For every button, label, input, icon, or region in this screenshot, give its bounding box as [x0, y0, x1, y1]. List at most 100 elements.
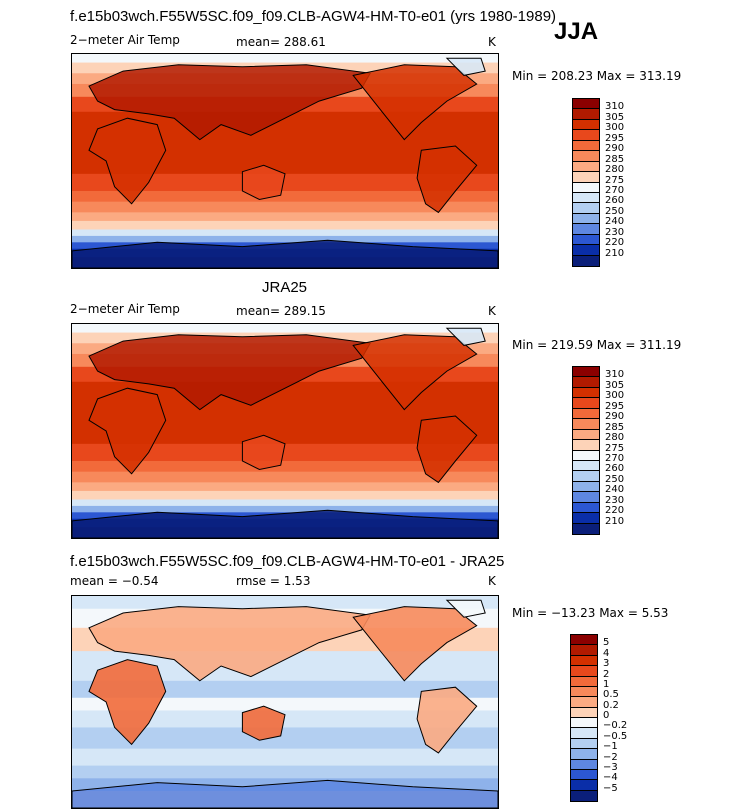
- colorbar-tick-label: 275: [605, 174, 625, 186]
- field-band: [72, 596, 498, 610]
- colorbar-swatch: [573, 151, 599, 162]
- field-band: [72, 727, 498, 750]
- colorbar-swatch: [571, 686, 597, 698]
- continent-outline: [88, 64, 372, 141]
- colorbar-tick-label: 270: [605, 452, 625, 464]
- colorbar-swatch: [571, 769, 597, 781]
- colorbar-tick-label: 295: [605, 132, 625, 144]
- colorbar-swatch: [573, 502, 599, 514]
- colorbar-tick-label: 0.2: [603, 699, 619, 711]
- colorbar-swatch: [573, 481, 599, 493]
- panel1-left-label: 2−meter Air Temp: [70, 33, 180, 47]
- colorbar-tick-label: 300: [605, 390, 625, 402]
- colorbar-swatch: [573, 377, 599, 388]
- colorbar-swatch: [573, 213, 599, 225]
- colorbar-swatch: [573, 419, 599, 430]
- continent-outline: [88, 334, 372, 411]
- panel1-mean-label: mean= 288.61: [236, 35, 326, 49]
- colorbar-tick-label: 210: [605, 247, 625, 259]
- colorbar-tick-label: −5: [603, 782, 618, 794]
- continent-outline: [416, 686, 478, 754]
- field-band: [72, 765, 498, 779]
- field-band: [72, 190, 498, 203]
- colorbar-swatch: [573, 192, 599, 204]
- colorbar-swatch: [571, 655, 597, 667]
- colorbar-swatch: [573, 440, 599, 451]
- colorbar-tick-label: 260: [605, 463, 625, 475]
- colorbar-tick-label: 240: [605, 216, 625, 228]
- continent-outline: [241, 434, 286, 471]
- colorbar-swatch: [571, 645, 597, 656]
- colorbar-tick-label: 230: [605, 494, 625, 506]
- field-band: [72, 443, 498, 462]
- colorbar-swatch: [573, 182, 599, 193]
- field-band: [72, 505, 498, 513]
- continent-outline: [88, 606, 372, 682]
- colorbar-swatch: [573, 460, 599, 472]
- colorbar-swatch: [571, 718, 597, 729]
- field-band: [72, 235, 498, 243]
- continent-outline: [72, 239, 498, 268]
- colorbar-tick-label: 250: [605, 205, 625, 217]
- map-field: [72, 324, 498, 538]
- panel2-heading: JRA25: [262, 279, 308, 296]
- colorbar-swatch: [571, 666, 597, 677]
- field-band: [72, 324, 498, 334]
- field-band: [72, 173, 498, 192]
- colorbar-tick-label: −1: [603, 741, 618, 753]
- continent-outline: [352, 606, 478, 682]
- colorbar-swatch: [573, 513, 599, 524]
- panel3-rmse-label: rmse = 1.53: [236, 574, 311, 588]
- colorbar-swatch: [573, 140, 599, 152]
- continent-outline: [416, 415, 478, 484]
- colorbar-swatch: [571, 759, 597, 770]
- colorbar-tick-label: −0.2: [603, 720, 628, 732]
- colorbar-tick-label: 230: [605, 226, 625, 238]
- colorbar-tick-label: 290: [605, 411, 625, 423]
- panel1-map: [71, 53, 499, 269]
- colorbar-tick-label: 280: [605, 164, 625, 176]
- colorbar-tick-label: 3: [603, 658, 610, 670]
- colorbar-swatch: [573, 367, 599, 378]
- colorbar-tick-label: 240: [605, 484, 625, 496]
- continent-outline: [72, 779, 498, 808]
- colorbar-tick-label: −0.5: [603, 730, 628, 742]
- panel2-left-label: 2−meter Air Temp: [70, 302, 180, 316]
- colorbar-swatch: [573, 203, 599, 214]
- field-band: [72, 54, 498, 64]
- continent-outline: [352, 64, 478, 141]
- field-band: [72, 697, 498, 711]
- panel1-units: K: [488, 35, 496, 49]
- colorbar-swatch: [573, 408, 599, 420]
- panel2-units: K: [488, 304, 496, 318]
- field-band: [72, 471, 498, 483]
- colorbar-swatch: [573, 119, 599, 131]
- map-field: [72, 54, 498, 268]
- colorbar-swatch: [571, 697, 597, 708]
- panel3-map: [71, 595, 499, 809]
- field-band: [72, 220, 498, 230]
- colorbar-swatch: [573, 255, 599, 266]
- field-band: [72, 499, 498, 507]
- colorbar-tick-label: 270: [605, 184, 625, 196]
- colorbar-tick-label: 260: [605, 195, 625, 207]
- page-title: f.e15b03wch.F55W5SC.f09_f09.CLB-AGW4-HM-…: [70, 8, 557, 25]
- colorbar-tick-label: 285: [605, 153, 625, 165]
- colorbar-tick-label: 0.5: [603, 689, 619, 701]
- colorbar-swatch: [573, 234, 599, 246]
- colorbar-swatch: [573, 109, 599, 120]
- colorbar-tick-label: 295: [605, 400, 625, 412]
- colorbar-swatch: [573, 398, 599, 409]
- map-field: [72, 596, 498, 808]
- colorbar-swatch: [573, 130, 599, 141]
- panel3-minmax: Min = −13.23 Max = 5.53: [512, 606, 669, 620]
- panel2-colorbar: [572, 366, 600, 535]
- colorbar-tick-label: −2: [603, 751, 618, 763]
- colorbar-tick-label: 285: [605, 421, 625, 433]
- colorbar-tick-label: 2: [603, 668, 610, 680]
- colorbar-tick-label: 5: [603, 637, 610, 649]
- colorbar-swatch: [571, 749, 597, 760]
- field-band: [72, 748, 498, 767]
- panel2-mean-label: mean= 289.15: [236, 304, 326, 318]
- colorbar-swatch: [573, 523, 599, 534]
